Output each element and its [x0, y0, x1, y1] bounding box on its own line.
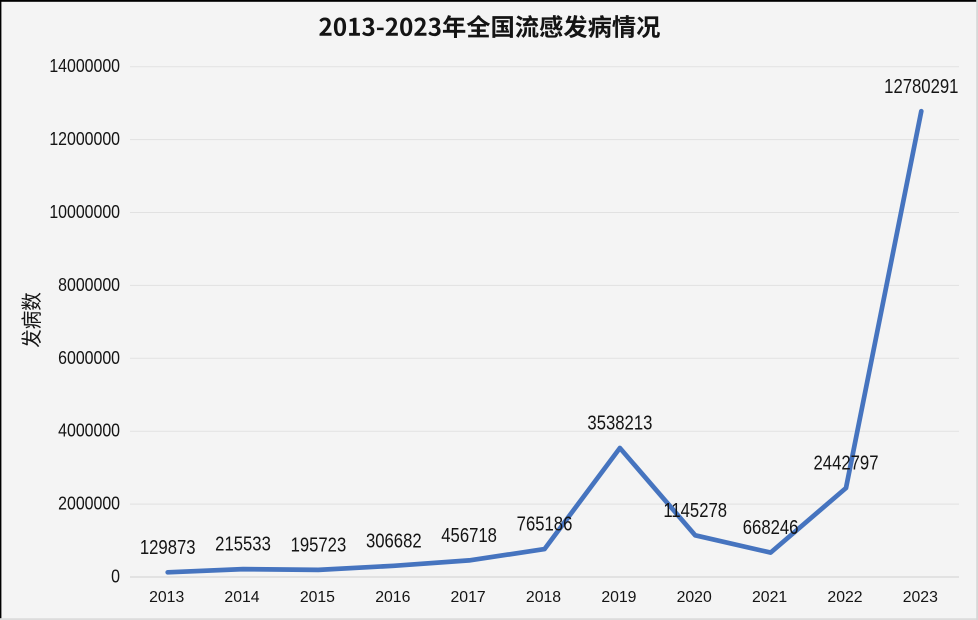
svg-text:8000000: 8000000: [58, 275, 120, 295]
svg-text:12780291: 12780291: [884, 74, 958, 97]
svg-text:2015: 2015: [300, 589, 335, 606]
svg-text:3538213: 3538213: [587, 411, 652, 434]
svg-text:668246: 668246: [743, 516, 799, 539]
svg-text:129873: 129873: [140, 535, 196, 558]
svg-text:2013: 2013: [149, 589, 184, 606]
svg-text:4000000: 4000000: [58, 421, 120, 441]
svg-text:2020: 2020: [677, 589, 712, 606]
svg-text:12000000: 12000000: [49, 129, 120, 149]
svg-text:2017: 2017: [451, 589, 486, 606]
svg-text:2022: 2022: [827, 589, 862, 606]
svg-text:215533: 215533: [215, 532, 271, 555]
svg-text:456718: 456718: [441, 523, 497, 546]
svg-text:0: 0: [111, 567, 120, 587]
svg-text:2019: 2019: [601, 589, 636, 606]
svg-text:2016: 2016: [375, 589, 410, 606]
svg-text:2000000: 2000000: [58, 494, 120, 514]
svg-text:306682: 306682: [366, 529, 422, 552]
svg-text:1145278: 1145278: [663, 498, 727, 521]
svg-text:2018: 2018: [526, 589, 561, 606]
svg-text:765186: 765186: [517, 512, 573, 535]
svg-text:14000000: 14000000: [49, 56, 120, 76]
svg-text:10000000: 10000000: [49, 202, 120, 222]
svg-text:6000000: 6000000: [58, 348, 120, 368]
svg-text:195723: 195723: [291, 533, 347, 556]
svg-text:2021: 2021: [752, 589, 787, 606]
svg-text:2023: 2023: [903, 589, 938, 606]
svg-text:2014: 2014: [224, 589, 259, 606]
svg-text:2442797: 2442797: [814, 451, 879, 474]
